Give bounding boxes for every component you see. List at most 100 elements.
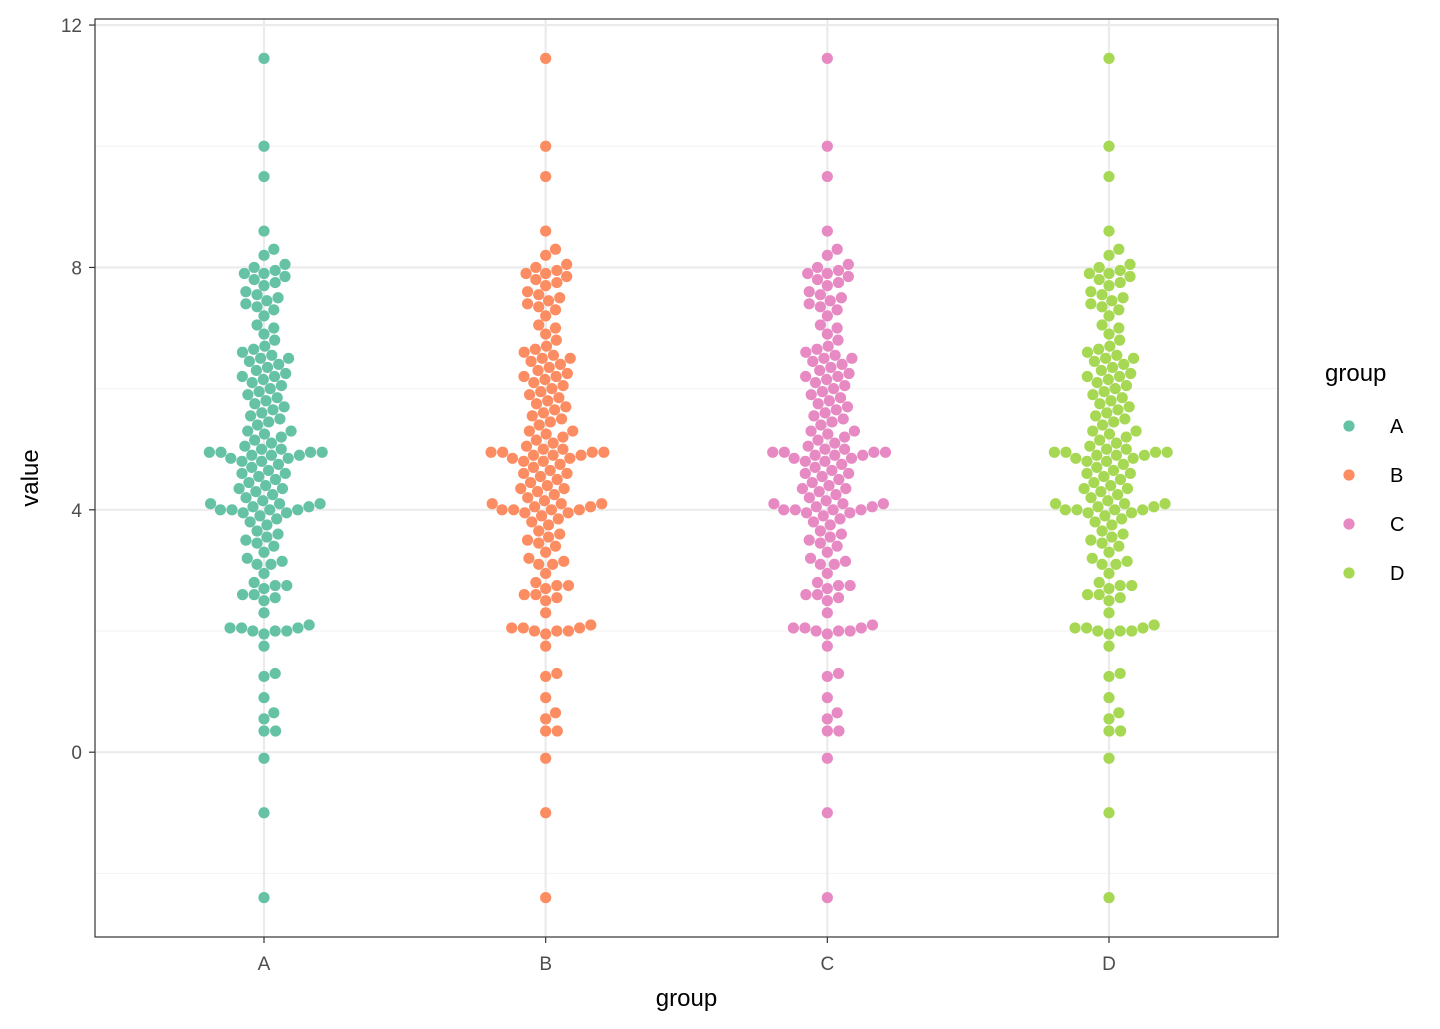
data-point xyxy=(834,513,846,525)
data-point xyxy=(518,346,530,358)
data-point xyxy=(1124,467,1136,480)
data-point xyxy=(1118,498,1131,510)
data-point xyxy=(540,225,552,237)
data-point xyxy=(267,489,279,501)
data-point xyxy=(1087,425,1099,437)
data-point xyxy=(518,370,530,383)
data-point xyxy=(821,267,833,280)
data-point xyxy=(486,498,498,510)
data-point xyxy=(1092,501,1104,513)
legend-key xyxy=(1343,469,1355,481)
data-point xyxy=(542,519,555,531)
data-point xyxy=(536,352,548,364)
data-point xyxy=(271,513,283,525)
data-point xyxy=(246,376,258,389)
data-point xyxy=(244,516,256,528)
data-point xyxy=(1109,504,1121,516)
data-point xyxy=(540,546,552,558)
data-point xyxy=(1117,528,1129,540)
data-point xyxy=(1103,225,1115,237)
data-point xyxy=(803,492,815,504)
x-tick-label: D xyxy=(1102,954,1116,975)
data-point xyxy=(821,670,833,683)
data-point xyxy=(248,261,260,274)
data-point xyxy=(254,510,266,522)
data-point xyxy=(251,319,263,331)
data-point xyxy=(1084,440,1096,452)
data-point xyxy=(866,501,878,513)
data-point xyxy=(1103,249,1115,261)
data-point xyxy=(251,289,263,301)
data-point xyxy=(1085,534,1097,546)
legend-key xyxy=(1343,518,1355,530)
data-point xyxy=(236,455,248,467)
data-point xyxy=(1081,346,1094,358)
data-point xyxy=(809,461,821,473)
data-point xyxy=(1081,455,1093,467)
data-point xyxy=(824,531,836,543)
data-point xyxy=(545,504,558,516)
data-point xyxy=(586,446,598,458)
legend-label: C xyxy=(1390,514,1404,536)
data-point xyxy=(240,492,252,504)
data-point xyxy=(551,725,563,737)
data-point xyxy=(248,589,260,601)
data-point xyxy=(534,470,547,483)
data-point xyxy=(275,379,288,392)
data-point xyxy=(543,361,555,374)
data-point xyxy=(1096,301,1108,313)
data-point xyxy=(799,455,811,467)
data-point xyxy=(788,452,800,464)
data-point xyxy=(248,273,260,286)
data-point xyxy=(259,340,271,352)
legend-item-c: C xyxy=(1343,514,1404,536)
data-point xyxy=(554,458,566,470)
data-point xyxy=(551,625,563,637)
series-b xyxy=(485,52,610,904)
data-point xyxy=(246,449,258,461)
data-point xyxy=(268,707,280,719)
data-point xyxy=(813,486,825,498)
data-point xyxy=(585,619,597,631)
data-point xyxy=(549,707,562,719)
data-point xyxy=(533,289,545,301)
data-point xyxy=(268,243,280,255)
data-point xyxy=(836,458,848,470)
data-point xyxy=(868,446,880,458)
data-point xyxy=(542,531,555,543)
data-point xyxy=(787,622,799,634)
data-point xyxy=(832,579,845,592)
data-point xyxy=(529,343,541,355)
data-point xyxy=(1125,367,1137,380)
data-point xyxy=(540,892,552,904)
data-point xyxy=(258,607,270,619)
data-point xyxy=(826,416,838,428)
data-point xyxy=(1083,267,1095,280)
data-point xyxy=(530,398,543,410)
data-point xyxy=(1106,531,1118,543)
data-point xyxy=(258,428,271,440)
data-point xyxy=(1085,298,1097,310)
data-point xyxy=(276,555,288,567)
data-point xyxy=(1060,446,1072,458)
data-point xyxy=(823,479,835,492)
data-point xyxy=(1107,464,1120,477)
data-point xyxy=(1114,334,1126,346)
legend-item-d: D xyxy=(1343,563,1404,585)
data-point xyxy=(233,483,245,495)
data-point xyxy=(540,310,552,322)
panel-border xyxy=(94,18,1279,938)
data-point xyxy=(810,501,822,513)
data-point xyxy=(812,398,824,410)
data-point xyxy=(258,225,270,237)
data-point xyxy=(274,413,286,425)
data-point xyxy=(269,473,282,486)
data-point xyxy=(819,443,831,455)
data-point xyxy=(821,328,833,340)
data-point xyxy=(256,407,268,419)
data-point xyxy=(823,395,835,407)
data-point xyxy=(547,558,559,570)
data-point xyxy=(238,267,250,280)
x-tick-label: A xyxy=(258,954,271,975)
data-point xyxy=(809,449,821,461)
